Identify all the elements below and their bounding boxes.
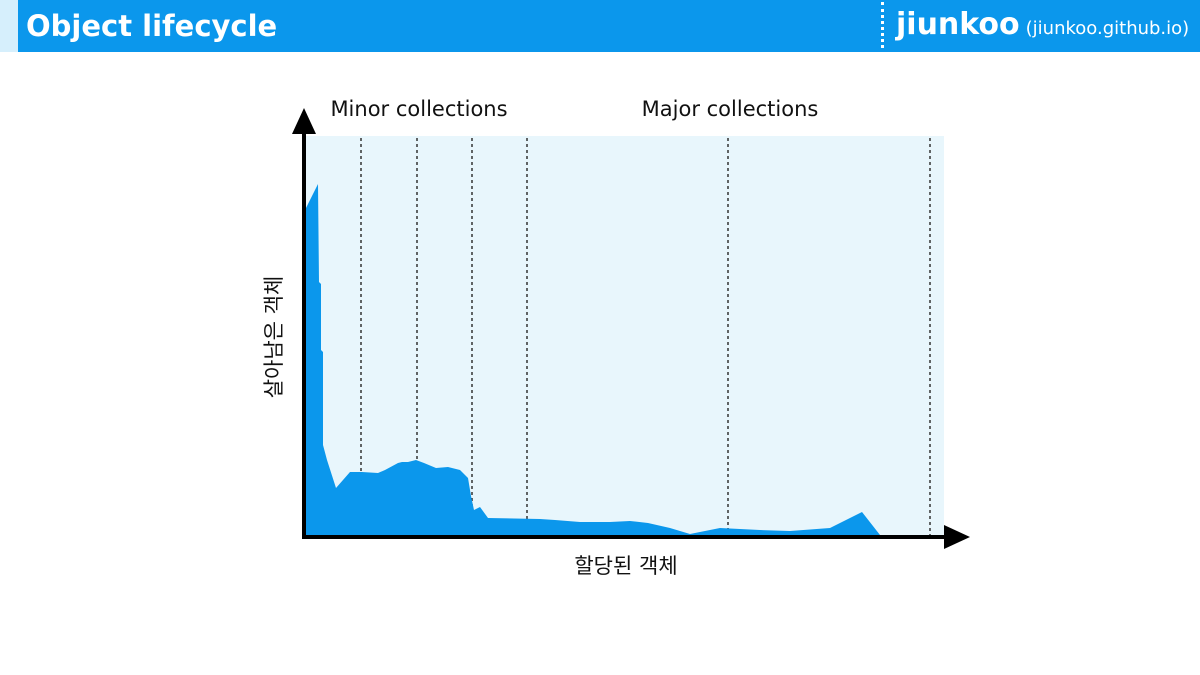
y-axis-arrow-icon (292, 108, 316, 134)
minor-collections-label: Minor collections (330, 97, 507, 121)
header-bar: Object lifecycle jiunkoo (jiunkoo.github.… (0, 0, 1200, 52)
brand-divider (881, 2, 884, 48)
x-axis-arrow-icon (944, 525, 970, 549)
brand-url: (jiunkoo.github.io) (1025, 18, 1190, 39)
x-axis-label: 할당된 객체 (574, 554, 677, 578)
brand-name: jiunkoo (896, 7, 1020, 42)
major-collections-label: Major collections (642, 97, 819, 121)
y-axis-label: 살아남은 객체 (262, 276, 286, 399)
brand: jiunkoo (jiunkoo.github.io) (896, 7, 1189, 47)
header-accent-strip (0, 0, 18, 52)
surviving-objects-area (305, 184, 880, 535)
page-title: Object lifecycle (26, 9, 278, 43)
